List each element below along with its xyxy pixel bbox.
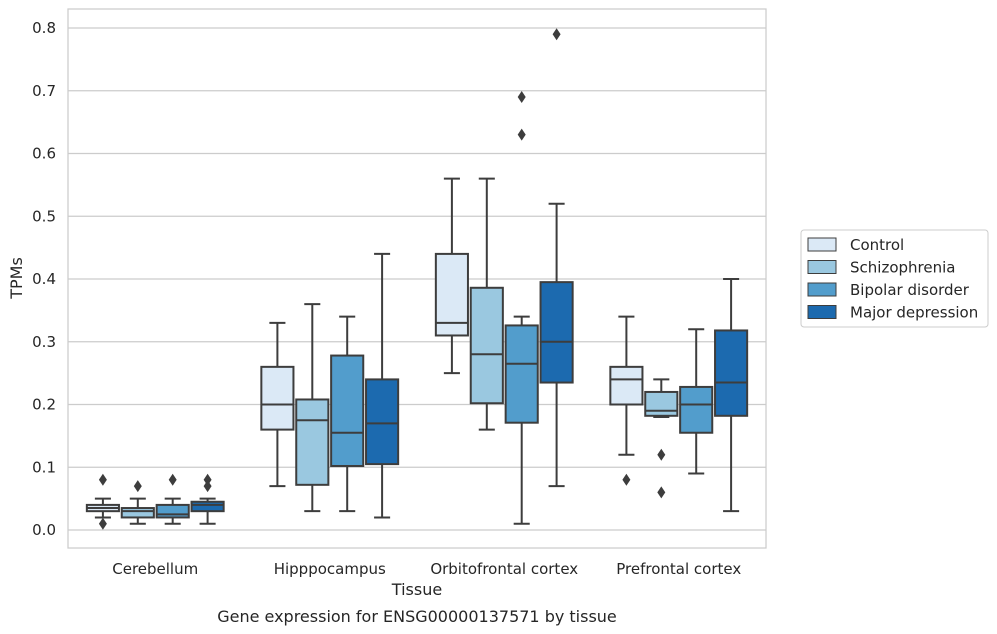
box-schizophrenia [469, 177, 504, 431]
chart-caption: Gene expression for ENSG00000137571 by t… [217, 607, 617, 626]
box-control [85, 473, 120, 530]
legend: Control Schizophrenia Bipolar disorder Majo… [800, 229, 989, 328]
box-bipolar-disorder [679, 328, 714, 475]
iqr-box [469, 286, 504, 405]
box-major-depression [190, 473, 225, 525]
y-tick-label: 0.4 [32, 270, 56, 288]
plot-area-frame [67, 8, 767, 549]
y-axis-label: TPMs [7, 257, 26, 300]
iqr-box [190, 500, 225, 513]
legend-label: Control [850, 236, 904, 254]
outlier-marker [203, 480, 212, 493]
y-tick-label: 0.6 [32, 145, 56, 163]
iqr-box [679, 385, 714, 434]
iqr-box [155, 503, 190, 519]
grid-lines [68, 27, 766, 531]
outlier-marker [657, 448, 666, 461]
iqr-box [295, 398, 330, 486]
iqr-box [714, 329, 749, 417]
legend-swatch [807, 237, 837, 252]
outlier-marker [133, 480, 142, 493]
legend-frame [800, 229, 989, 328]
box-major-depression [714, 278, 749, 513]
x-tick-label: Cerebellum [112, 560, 198, 578]
outlier-marker [98, 517, 107, 530]
iqr-box [539, 281, 574, 384]
outlier-marker [552, 28, 561, 41]
legend-items: Control Schizophrenia Bipolar disorder Majo… [807, 236, 978, 322]
x-tick-label: Hipppocampus [274, 560, 386, 578]
iqr-box [644, 390, 679, 417]
box-schizophrenia [644, 378, 679, 499]
box-bipolar-disorder [504, 91, 539, 525]
box-bipolar-disorder [330, 315, 365, 513]
iqr-box [434, 252, 469, 337]
y-tick-label: 0.1 [32, 458, 56, 476]
x-tick-labels: Cerebellum Hipppocampus Orbitofrontal cort… [112, 560, 741, 578]
y-tick-label: 0.8 [32, 19, 56, 37]
iqr-box [504, 324, 539, 424]
legend-swatch [807, 282, 837, 297]
y-tick-label: 0.5 [32, 207, 56, 225]
y-tick-label: 0.2 [32, 396, 56, 414]
outlier-marker [98, 473, 107, 486]
y-tick-label: 0.0 [32, 521, 56, 539]
box-schizophrenia [295, 303, 330, 513]
legend-label: Schizophrenia [850, 259, 955, 277]
box-major-depression [365, 252, 400, 519]
outlier-marker [203, 473, 212, 486]
legend-swatch [807, 305, 837, 319]
x-tick-label: Prefrontal cortex [616, 560, 741, 578]
iqr-box [365, 378, 400, 466]
box-schizophrenia [120, 480, 155, 525]
legend-label: Major depression [850, 304, 978, 322]
y-tick-label: 0.3 [32, 333, 56, 351]
outlier-marker [517, 128, 526, 141]
x-axis-label: Tissue [391, 580, 442, 599]
iqr-box [120, 507, 155, 519]
outlier-marker [517, 91, 526, 104]
box-control [609, 315, 644, 486]
box-major-depression [539, 28, 574, 488]
y-tick-labels: 0.0 0.1 0.2 0.3 0.4 0.5 0.6 0.7 0.8 [32, 19, 56, 539]
iqr-box [260, 365, 295, 431]
box-control [260, 321, 295, 488]
box-bipolar-disorder [155, 473, 190, 525]
boxes [85, 28, 749, 530]
outlier-marker [622, 473, 631, 486]
legend-label: Bipolar disorder [850, 281, 970, 299]
legend-swatch [807, 260, 837, 274]
box-control [434, 177, 469, 375]
x-tick-label: Orbitofrontal cortex [430, 560, 578, 578]
outlier-marker [168, 473, 177, 486]
outlier-marker [657, 486, 666, 499]
y-tick-label: 0.7 [32, 82, 56, 100]
iqr-box [609, 365, 644, 406]
iqr-box [330, 354, 365, 467]
